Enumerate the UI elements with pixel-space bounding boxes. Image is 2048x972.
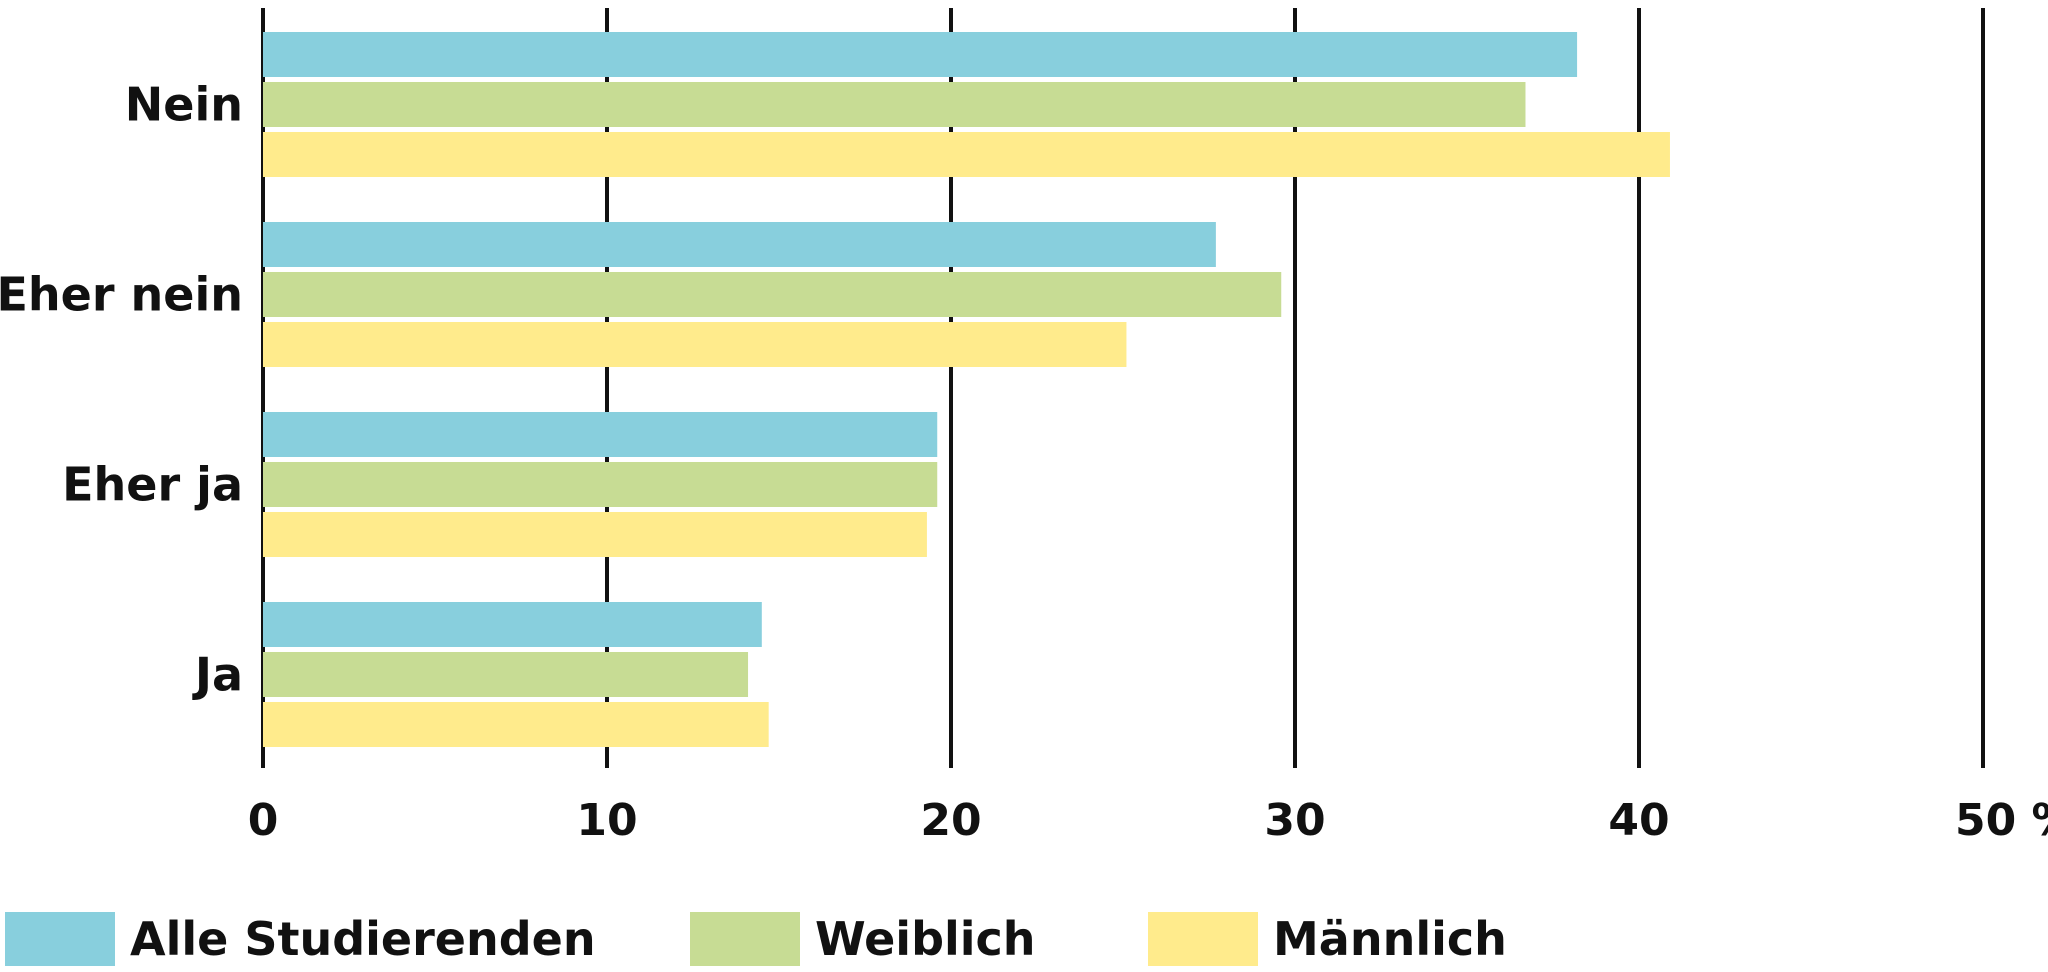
- bar: [263, 602, 762, 647]
- x-tick-label: 20: [920, 795, 981, 846]
- bar: [263, 132, 1670, 177]
- x-axis-tick-labels: 0 10 20 30 40 50 %: [248, 795, 2048, 846]
- bar: [263, 272, 1282, 317]
- bars: [263, 32, 1670, 747]
- x-tick-label: 30: [1264, 795, 1325, 846]
- bar: [263, 322, 1127, 367]
- legend-swatch: [690, 912, 800, 966]
- legend-label: Alle Studierenden: [130, 912, 596, 966]
- x-tick-label: 0: [248, 795, 279, 846]
- bar: [263, 412, 938, 457]
- bar: [263, 82, 1526, 127]
- x-tick-label: 40: [1608, 795, 1669, 846]
- category-label: Ja: [192, 648, 243, 702]
- category-label: Nein: [125, 78, 243, 132]
- bar: [263, 652, 749, 697]
- legend: Alle Studierenden Weiblich Männlich: [5, 912, 1507, 966]
- bar: [263, 462, 938, 507]
- x-tick-label: 10: [576, 795, 637, 846]
- bar: [263, 512, 927, 557]
- bar: [263, 702, 769, 747]
- category-label: Eher nein: [0, 268, 243, 322]
- bar: [263, 222, 1216, 267]
- category-label: Eher ja: [62, 458, 243, 512]
- x-tick-label: 50 %: [1955, 795, 2048, 846]
- category-labels: Nein Eher nein Eher ja Ja: [0, 78, 243, 702]
- legend-label: Weiblich: [815, 912, 1036, 966]
- legend-label: Männlich: [1273, 912, 1507, 966]
- legend-swatch: [1148, 912, 1258, 966]
- bar: [263, 32, 1578, 77]
- legend-swatch: [5, 912, 115, 966]
